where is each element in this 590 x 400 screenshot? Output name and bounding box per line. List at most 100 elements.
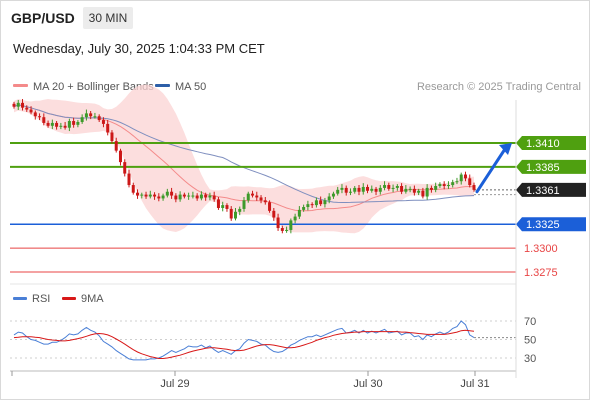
candle-body xyxy=(238,208,242,212)
candle-body xyxy=(285,229,289,231)
level-tag-1.3325 xyxy=(516,217,586,232)
candle-body xyxy=(178,194,182,200)
candle-body xyxy=(106,123,110,133)
copyright-label: Research © 2025 Trading Central xyxy=(417,81,581,93)
candle-body xyxy=(114,141,118,151)
candle-body xyxy=(216,199,220,208)
candle-body xyxy=(165,191,169,196)
candle-body xyxy=(446,185,450,187)
ma50-legend-label: MA 50 xyxy=(175,81,206,93)
bollinger-legend-swatch xyxy=(13,84,28,87)
candle-body xyxy=(370,188,374,191)
candle-body xyxy=(344,187,348,193)
rsi-ma-line xyxy=(13,329,475,359)
rsi-legend-swatch xyxy=(13,297,27,300)
candle-body xyxy=(199,194,203,199)
level-labels: 1.3410 1.3385 1.3325 1.3300 1.3275 1.3361 xyxy=(516,136,586,279)
forecast-arrow-head xyxy=(499,143,512,155)
candle-body xyxy=(310,204,314,206)
candle-body xyxy=(459,174,463,182)
candle-body xyxy=(25,107,29,110)
candle-body xyxy=(50,122,54,126)
candle-body xyxy=(438,184,442,186)
candle-body xyxy=(263,200,267,203)
candle-body xyxy=(127,173,131,186)
candle-body xyxy=(242,200,246,209)
rsi-ma-legend-swatch xyxy=(62,297,76,300)
candle-body xyxy=(451,182,455,186)
candle-body xyxy=(233,211,237,219)
candle-body xyxy=(378,187,382,192)
timeframe-button[interactable]: 30 MIN xyxy=(83,7,133,29)
candle-body xyxy=(212,195,216,200)
price-chart: 1.3410 1.3385 1.3325 1.3300 1.3275 1.3361 xyxy=(10,84,586,279)
candle-body xyxy=(259,197,263,201)
candle-body xyxy=(225,205,229,209)
candle-body xyxy=(246,193,250,201)
rsi-panel: 70 50 30 xyxy=(10,316,536,365)
candle-body xyxy=(42,117,46,123)
candle-body xyxy=(455,181,459,183)
candle-body xyxy=(383,185,387,188)
candles xyxy=(12,99,476,234)
candle-body xyxy=(33,112,37,117)
rsi-tick-30: 30 xyxy=(524,353,536,365)
level-label-1.3300: 1.3300 xyxy=(524,243,558,255)
candle-body xyxy=(131,185,135,193)
candle-body xyxy=(400,186,404,192)
level-label-1.3275: 1.3275 xyxy=(524,267,558,279)
candle-body xyxy=(251,193,255,196)
candle-body xyxy=(89,113,93,117)
candle-body xyxy=(348,191,352,193)
x-tick-label: Jul 31 xyxy=(460,378,489,390)
x-tick-label: Jul 30 xyxy=(353,378,382,390)
candle-body xyxy=(208,195,212,198)
candle-body xyxy=(391,187,395,189)
rsi-line xyxy=(13,320,475,361)
candle-body xyxy=(280,228,284,231)
candle-body xyxy=(421,190,425,197)
candle-body xyxy=(272,210,276,218)
price-levels xyxy=(10,142,516,273)
forecast-arrow-shaft xyxy=(475,147,507,194)
level-tag-1.3385 xyxy=(516,159,586,174)
candle-body xyxy=(157,196,161,199)
candle-body xyxy=(319,200,323,205)
rsi-tick-50: 50 xyxy=(524,335,536,347)
candle-body xyxy=(187,195,191,197)
candle-body xyxy=(12,103,16,107)
candle-body xyxy=(170,191,174,196)
candle-body xyxy=(16,102,20,107)
candle-body xyxy=(425,187,429,197)
candle-body xyxy=(442,184,446,186)
candle-body xyxy=(144,194,148,197)
candle-body xyxy=(361,186,365,192)
candle-body xyxy=(374,188,378,192)
candle-body xyxy=(302,207,306,210)
candle-body xyxy=(110,132,114,142)
candle-body xyxy=(136,192,140,196)
rsi-tick-70: 70 xyxy=(524,316,536,328)
candle-body xyxy=(148,194,152,197)
candle-body xyxy=(395,186,399,188)
last-price-label: 1.3361 xyxy=(526,185,560,197)
candle-body xyxy=(417,190,421,193)
level-label-1.3410: 1.3410 xyxy=(526,138,560,150)
candle-body xyxy=(101,120,105,124)
rsi-legend: RSI 9MA xyxy=(13,293,104,305)
candle-body xyxy=(404,188,408,192)
candle-body xyxy=(161,195,165,199)
candle-body xyxy=(140,194,144,196)
candle-body xyxy=(463,174,467,179)
candle-body xyxy=(306,204,310,208)
level-tag-1.3410 xyxy=(516,136,586,150)
candle-body xyxy=(221,205,225,208)
datetime-label: Wednesday, July 30, 2025 1:04:33 PM CET xyxy=(13,41,265,56)
candle-body xyxy=(76,121,80,125)
candle-body xyxy=(276,217,280,229)
candle-body xyxy=(293,216,297,221)
candle-body xyxy=(357,187,361,192)
candle-body xyxy=(63,125,67,128)
candle-body xyxy=(182,194,186,197)
candle-body xyxy=(255,195,259,198)
